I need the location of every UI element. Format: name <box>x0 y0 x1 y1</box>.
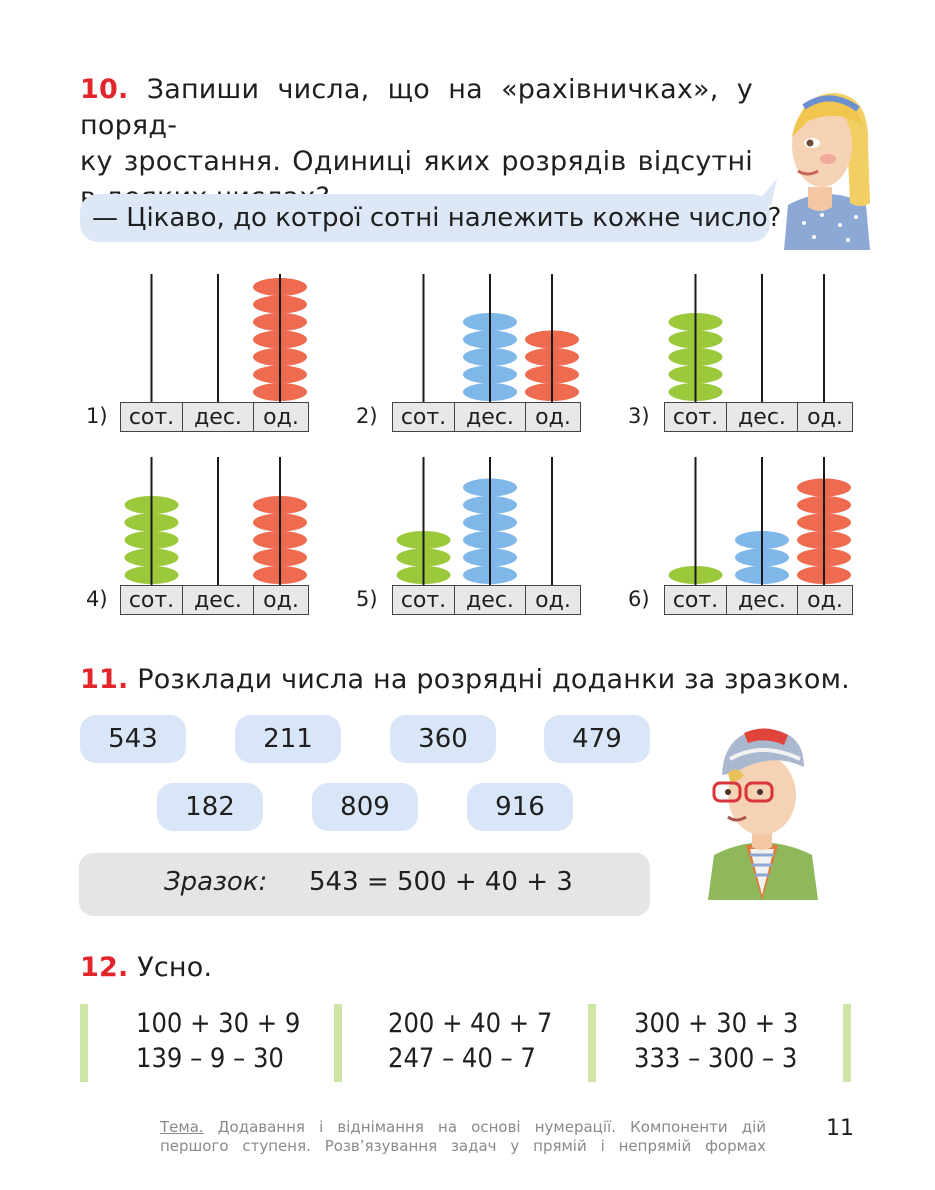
column-divider <box>80 1004 88 1082</box>
abacus-number-label: 1) <box>86 404 108 428</box>
abacus-3 <box>668 274 825 402</box>
place-label-ones: од. <box>798 402 853 432</box>
place-label-ones: од. <box>526 585 581 615</box>
place-label-hundreds: сот. <box>120 585 183 615</box>
place-label-hundreds: сот. <box>664 585 727 615</box>
place-label-hundreds: сот. <box>120 402 183 432</box>
abacus-5 <box>396 457 553 585</box>
task-11-number: 11. <box>80 664 129 695</box>
task-12-title: Усно. <box>137 952 213 983</box>
expression-col2-row1: 200 + 40 + 7 <box>388 1008 553 1039</box>
place-value-labels: сот. дес. од. <box>120 585 309 615</box>
column-divider <box>588 1004 596 1082</box>
place-label-ones: од. <box>254 402 309 432</box>
place-label-hundreds: сот. <box>664 402 727 432</box>
place-label-tens: дес. <box>727 585 798 615</box>
place-value-labels: сот. дес. од. <box>664 585 853 615</box>
expression-col3-row2: 333 – 300 – 3 <box>634 1043 798 1074</box>
expression-col1-row1: 100 + 30 + 9 <box>136 1008 301 1039</box>
page-number: 11 <box>826 1116 854 1141</box>
number-card: 182 <box>157 783 263 831</box>
speech-bubble-tail <box>759 178 777 206</box>
footer-topic-word: Тема. <box>160 1118 204 1136</box>
place-label-tens: дес. <box>455 585 526 615</box>
abacus-2 <box>422 274 579 402</box>
number-card: 360 <box>390 715 496 763</box>
place-label-tens: дес. <box>183 402 254 432</box>
place-label-ones: од. <box>798 585 853 615</box>
expression-col2-row2: 247 – 40 – 7 <box>388 1043 536 1074</box>
task-11-title: Розклади числа на розрядні доданки за зр… <box>137 664 850 695</box>
footer-line2: першого ступеня. Розв’язування задач у п… <box>160 1137 766 1155</box>
abacus-6 <box>668 457 851 585</box>
sample-expression: 543 = 500 + 40 + 3 <box>309 867 573 897</box>
number-card: 916 <box>467 783 573 831</box>
abacus-number-label: 6) <box>628 587 650 611</box>
place-label-ones: од. <box>526 402 581 432</box>
expression-col1-row2: 139 – 9 – 30 <box>136 1043 284 1074</box>
place-value-labels: сот. дес. од. <box>664 402 853 432</box>
number-card: 479 <box>544 715 650 763</box>
expression-col3-row1: 300 + 30 + 3 <box>634 1008 799 1039</box>
task-12-header: 12. Усно. <box>80 950 212 986</box>
footer-line1: Додавання і віднімання на основі нумерац… <box>203 1118 766 1136</box>
place-label-ones: од. <box>254 585 309 615</box>
abacus-number-label: 4) <box>86 587 108 611</box>
abacus-number-label: 5) <box>356 587 378 611</box>
abacus-number-label: 3) <box>628 404 650 428</box>
task-11-header: 11. Розклади числа на розрядні доданки з… <box>80 662 850 698</box>
number-card: 809 <box>312 783 418 831</box>
speech-bubble-text: — Цікаво, до котрої сотні належить кожне… <box>92 203 782 233</box>
number-card: 543 <box>80 715 186 763</box>
boy-illustration <box>708 728 818 900</box>
sample-box: Зразок: 543 = 500 + 40 + 3 <box>79 853 650 916</box>
place-label-tens: дес. <box>183 585 254 615</box>
number-card: 211 <box>235 715 341 763</box>
place-label-tens: дес. <box>727 402 798 432</box>
girl-illustration <box>784 93 870 250</box>
place-label-hundreds: сот. <box>392 585 455 615</box>
place-value-labels: сот. дес. од. <box>392 402 581 432</box>
place-label-tens: дес. <box>455 402 526 432</box>
abacus-1 <box>150 274 307 402</box>
abacus-number-label: 2) <box>356 404 378 428</box>
sample-label: Зразок: <box>164 867 268 897</box>
footer-topic: Тема. Додавання і віднімання на основі н… <box>160 1118 766 1156</box>
task-10-number: 10. <box>80 74 129 105</box>
task-10-line1: Запиши числа, що на «рахівничках», у пор… <box>80 74 753 141</box>
abacus-4 <box>124 457 307 585</box>
task-12-number: 12. <box>80 952 129 983</box>
task-10-line2: ку зростання. Одиниці яких розрядів відс… <box>80 146 753 177</box>
place-value-labels: сот. дес. од. <box>392 585 581 615</box>
speech-bubble: — Цікаво, до котрої сотні належить кожне… <box>80 194 781 242</box>
place-value-labels: сот. дес. од. <box>120 402 309 432</box>
column-divider <box>334 1004 342 1082</box>
column-divider <box>843 1004 851 1082</box>
place-label-hundreds: сот. <box>392 402 455 432</box>
